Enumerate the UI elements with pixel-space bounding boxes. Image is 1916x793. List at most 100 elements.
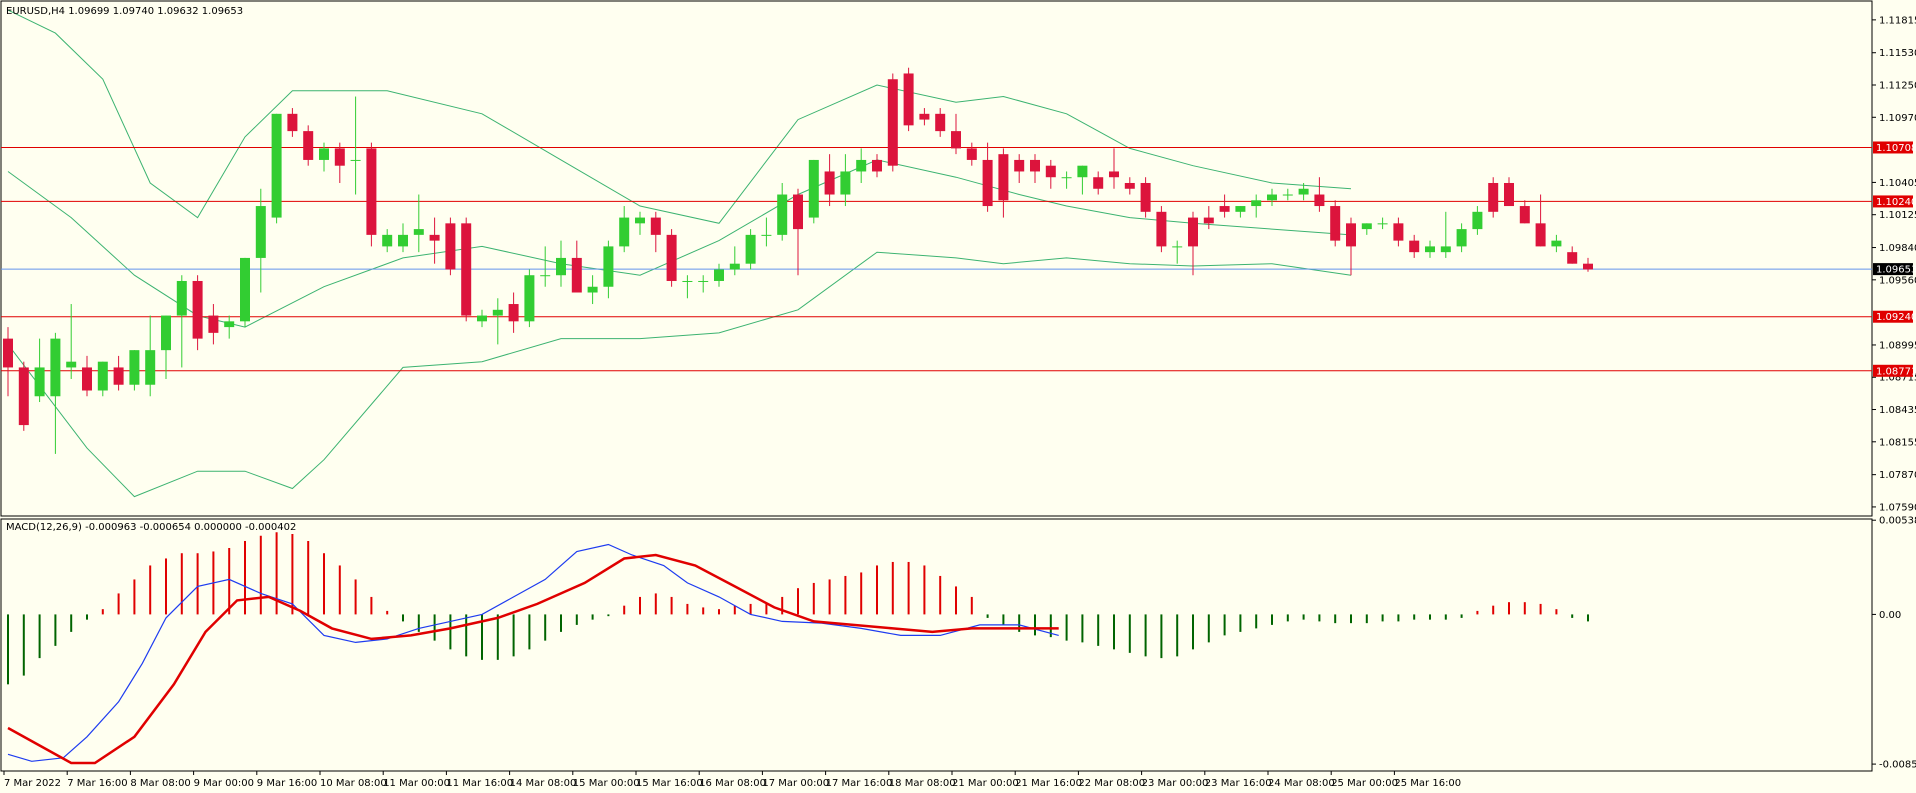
candle-body [540, 275, 551, 277]
candle [287, 108, 298, 137]
candle [745, 229, 756, 270]
candle-body [429, 234, 440, 241]
candle-body [587, 286, 598, 293]
candle [1361, 223, 1372, 235]
time-tick-label: 15 Mar 00:00 [573, 778, 640, 789]
candle [398, 223, 408, 253]
candle [1409, 234, 1420, 258]
candle-body [872, 159, 882, 172]
candle [698, 275, 709, 293]
candle [82, 355, 92, 397]
candle [3, 327, 13, 397]
time-tick-label: 16 Mar 08:00 [699, 778, 766, 789]
candle-body [1219, 206, 1230, 212]
horizontal-levels[interactable] [1, 146, 1872, 372]
bollinger-lower-line [7, 251, 1352, 498]
candle-body [682, 280, 693, 282]
price-pane-border [0, 0, 1873, 517]
candle [682, 275, 693, 299]
candle-body [1472, 211, 1483, 230]
candle-body [255, 206, 266, 258]
price-tick-label: 1.09840 [1879, 243, 1916, 254]
candle-body [556, 257, 566, 276]
candle [1440, 211, 1451, 258]
macd-pane-border [0, 518, 1873, 772]
candle [1504, 177, 1514, 207]
candle [303, 125, 314, 166]
candle [1425, 240, 1435, 258]
time-tick-label: 9 Mar 16:00 [257, 778, 317, 789]
time-tick-label: 25 Mar 16:00 [1394, 778, 1461, 789]
candle-body [1583, 263, 1593, 270]
macd-header: MACD(12,26,9) -0.000963 -0.000654 0.0000… [6, 522, 296, 533]
time-tick-label: 9 Mar 00:00 [194, 778, 254, 789]
candle-body [1393, 223, 1404, 241]
candle-body [1140, 182, 1151, 212]
candle-body [50, 338, 61, 397]
candle-body [1203, 217, 1214, 224]
candle-body [1045, 165, 1056, 178]
price-axis: 1.11815 1.11530 1.11250 1.10970 1.10405 1.101… [1872, 15, 1916, 513]
candle [650, 211, 661, 253]
price-tick-label: 1.08715 [1879, 373, 1916, 384]
candle [540, 246, 551, 287]
candle [935, 108, 946, 137]
candle-body [1156, 211, 1167, 247]
candle-body [714, 269, 724, 281]
time-tick-label: 8 Mar 08:00 [130, 778, 190, 789]
candle-body [113, 367, 124, 385]
candle-body [1298, 188, 1309, 195]
candle-body [271, 113, 282, 218]
candle [524, 269, 535, 328]
candle [1488, 177, 1499, 218]
macd-pane[interactable]: MACD(12,26,9) -0.000963 -0.000654 0.0000… [0, 518, 1873, 772]
candle [97, 361, 108, 397]
candle [382, 229, 393, 253]
candle [66, 304, 77, 379]
candle-body [761, 234, 772, 236]
time-tick-label: 24 Mar 08:00 [1268, 778, 1335, 789]
candle-body [161, 315, 171, 351]
candle-body [1235, 206, 1246, 212]
candle-body [1014, 159, 1025, 172]
candle-body [666, 234, 677, 281]
candle [161, 315, 171, 379]
candle-body [3, 338, 13, 368]
candle-body [729, 263, 740, 270]
level-1-10240-badge [1873, 195, 1913, 208]
candle-body [840, 171, 851, 195]
bollinger-middle-line [7, 159, 1352, 328]
candle-body [571, 257, 582, 293]
candle [1251, 194, 1262, 218]
candle-body [808, 159, 819, 218]
price-pane[interactable]: EURUSD,H4 1.09699 1.09740 1.09632 1.0965… [0, 0, 1873, 517]
candle-body [635, 217, 645, 224]
candle-body [129, 350, 140, 385]
candle-body [1488, 182, 1499, 212]
candle-body [461, 223, 472, 316]
macd-lines [7, 543, 1059, 765]
candle-body [1440, 246, 1451, 253]
candle-body [287, 113, 298, 132]
macd-main-line [7, 543, 1059, 762]
time-tick-label: 22 Mar 08:00 [1078, 778, 1145, 789]
candle-body [777, 194, 788, 235]
candle [34, 338, 45, 403]
price-tick-label: 1.11530 [1879, 48, 1916, 59]
candle-body [477, 315, 487, 322]
candle [1583, 257, 1593, 272]
candle-body [1504, 182, 1514, 207]
price-tick-label: 1.08155 [1879, 437, 1916, 448]
time-tick-label: 25 Mar 00:00 [1331, 778, 1398, 789]
candle-body [1267, 194, 1277, 201]
candle [477, 309, 487, 328]
time-tick-label: 18 Mar 08:00 [889, 778, 956, 789]
candle-body [303, 131, 314, 160]
candle [50, 332, 61, 454]
candle-body [1535, 223, 1546, 247]
candle-body [1077, 165, 1088, 178]
candle-body [1030, 159, 1040, 172]
macd-tick-label: 0.00 [1879, 610, 1901, 621]
candle-body [1330, 206, 1341, 241]
